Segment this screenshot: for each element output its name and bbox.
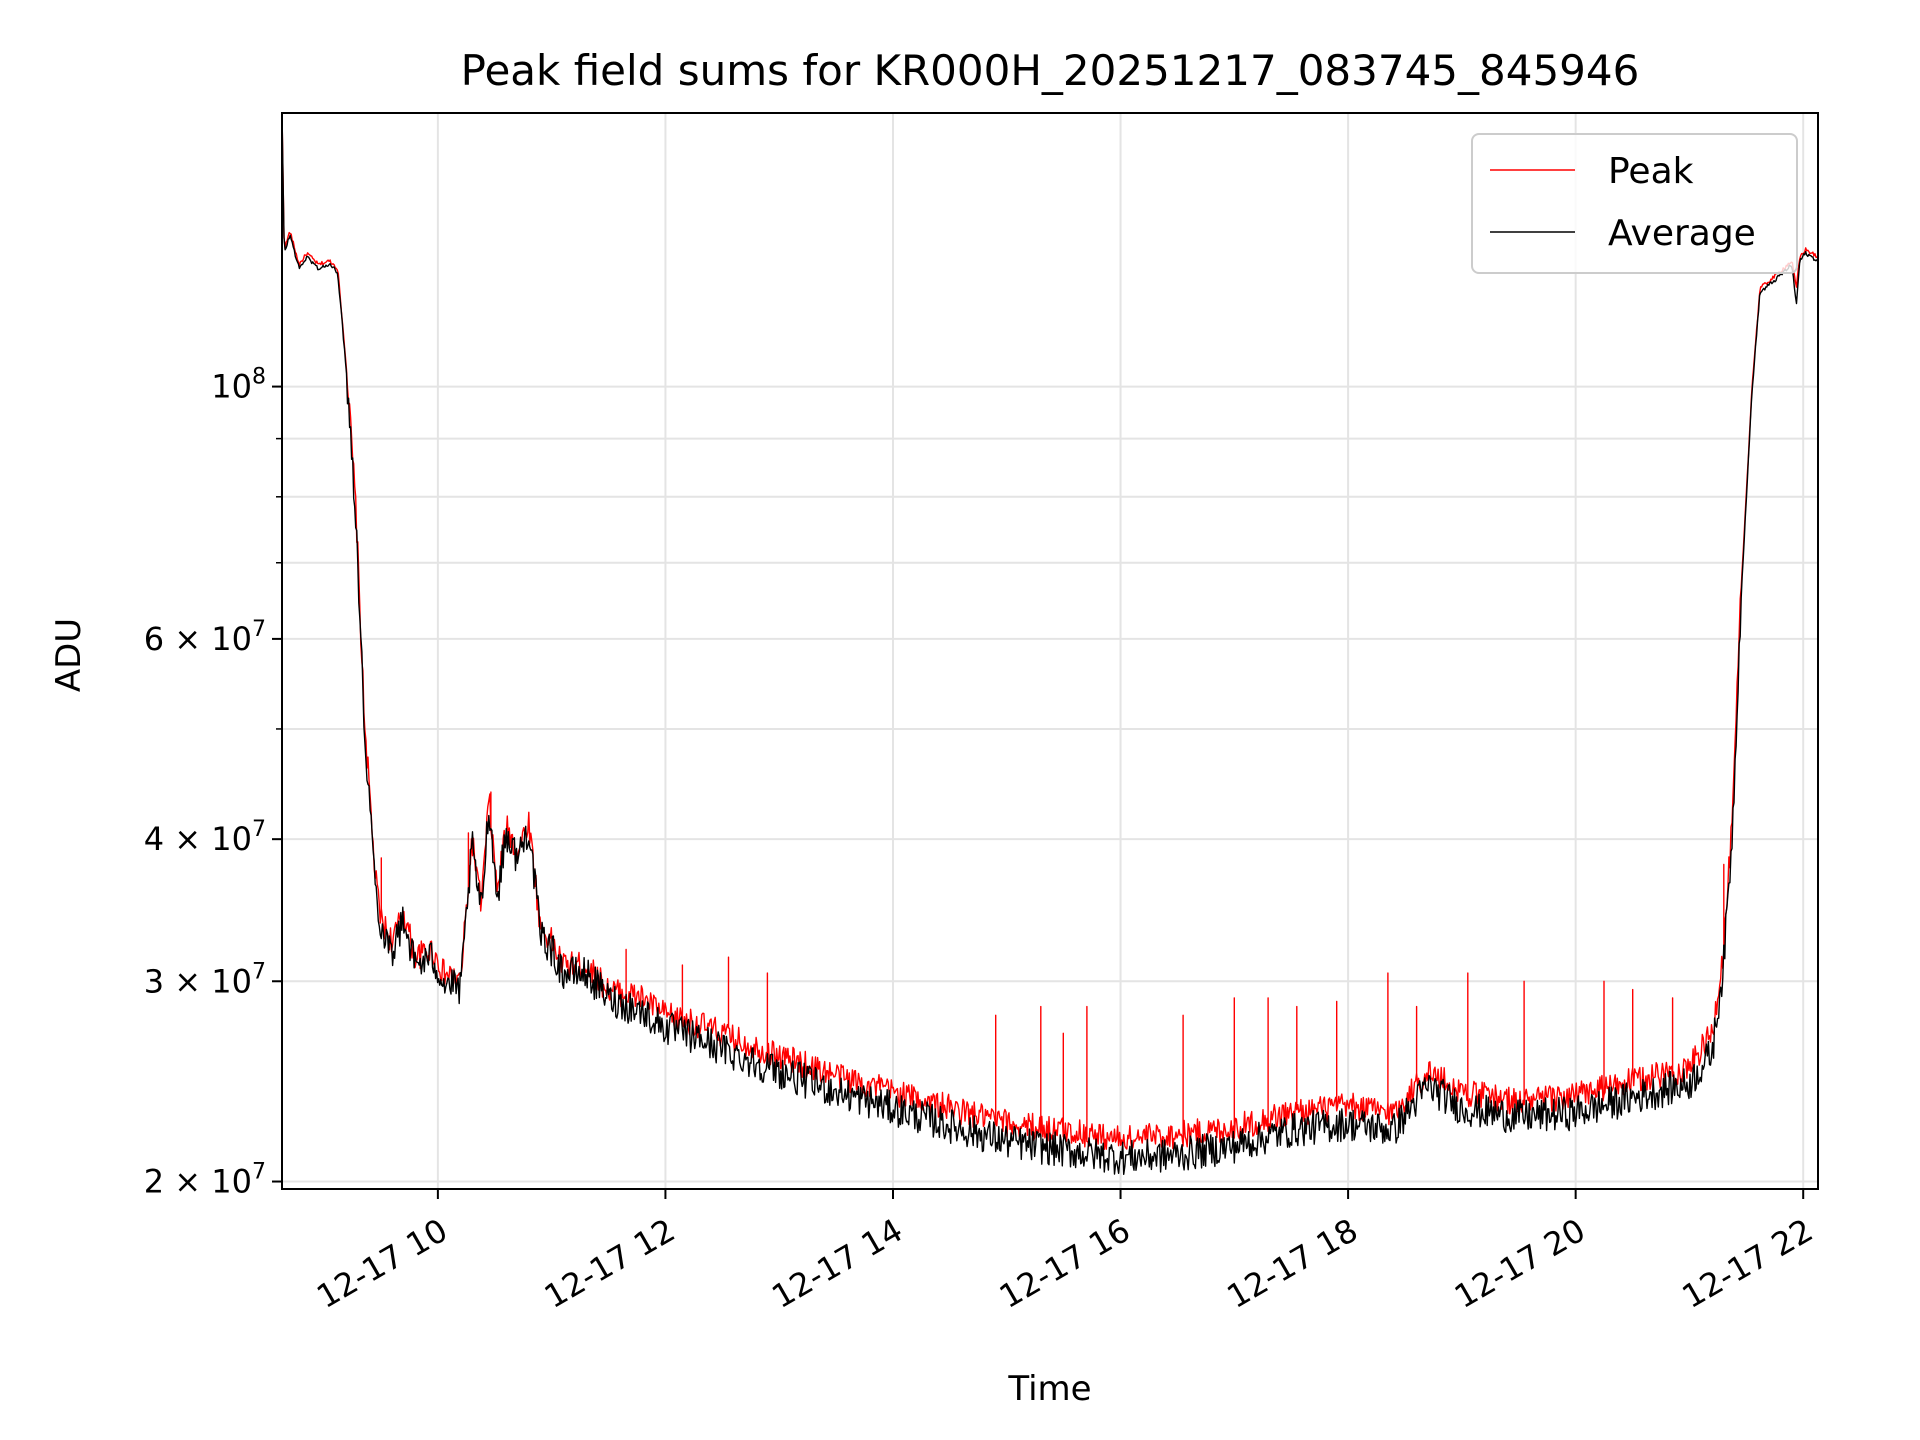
series-line-peak bbox=[281, 112, 1819, 1150]
y-axis-label: ADU bbox=[49, 618, 89, 692]
series-line-average bbox=[281, 112, 1819, 1175]
chart-title: Peak field sums for KR000H_20251217_0837… bbox=[461, 46, 1640, 95]
y-tick-label: 2 × 107 bbox=[144, 1160, 266, 1201]
x-axis-label: Time bbox=[1007, 1369, 1091, 1409]
legend-box bbox=[1471, 133, 1798, 274]
legend: Peak Average bbox=[1471, 133, 1798, 274]
plot-frame bbox=[281, 112, 1819, 1190]
y-tick-label: 4 × 107 bbox=[144, 817, 266, 858]
legend-label-peak: Peak bbox=[1608, 151, 1694, 192]
series-layer bbox=[281, 112, 1819, 1175]
legend-label-average: Average bbox=[1608, 213, 1756, 254]
y-tick-label: 6 × 107 bbox=[144, 617, 266, 658]
y-tick-label: 3 × 107 bbox=[144, 959, 266, 1000]
grid bbox=[282, 113, 1818, 1189]
